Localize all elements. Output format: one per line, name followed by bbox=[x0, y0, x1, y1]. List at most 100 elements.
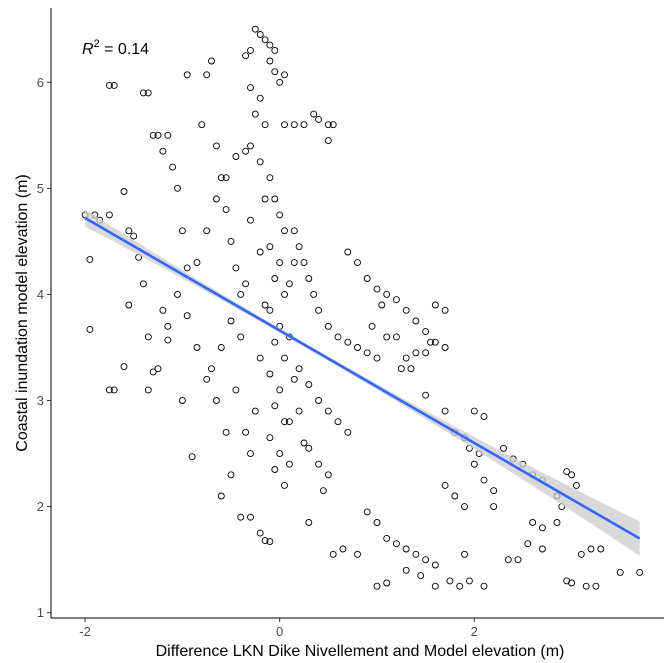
data-point bbox=[149, 368, 157, 376]
data-point bbox=[222, 206, 230, 214]
data-point bbox=[451, 492, 459, 500]
data-point bbox=[315, 306, 323, 314]
data-point bbox=[324, 137, 332, 145]
data-point bbox=[110, 81, 118, 89]
data-point bbox=[315, 460, 323, 468]
y-tick-label: 4 bbox=[37, 287, 44, 302]
data-point bbox=[354, 259, 361, 267]
data-point bbox=[247, 142, 254, 150]
data-point bbox=[392, 333, 400, 341]
x-tick-label: 0 bbox=[276, 624, 283, 639]
data-point bbox=[256, 529, 264, 537]
data-point bbox=[295, 243, 303, 251]
data-point bbox=[592, 582, 600, 590]
data-point bbox=[383, 333, 391, 341]
data-point bbox=[198, 121, 206, 129]
data-point bbox=[208, 365, 215, 373]
data-point bbox=[271, 195, 279, 203]
data-point bbox=[431, 338, 439, 346]
y-tick-label: 3 bbox=[37, 393, 44, 408]
data-point bbox=[169, 163, 177, 171]
data-point bbox=[105, 81, 113, 89]
data-point bbox=[247, 450, 254, 458]
data-point bbox=[461, 503, 468, 511]
y-tick-label: 6 bbox=[37, 75, 44, 90]
data-point bbox=[295, 365, 303, 373]
data-point bbox=[514, 556, 522, 564]
data-point bbox=[422, 349, 430, 357]
data-point bbox=[412, 349, 420, 357]
data-point bbox=[329, 550, 337, 558]
data-point bbox=[217, 174, 225, 182]
data-point bbox=[266, 57, 274, 65]
data-point bbox=[125, 301, 133, 309]
data-point bbox=[256, 248, 264, 256]
data-point bbox=[290, 375, 298, 383]
data-point bbox=[159, 147, 167, 155]
data-point bbox=[276, 78, 284, 86]
x-tick-label: 2 bbox=[471, 624, 478, 639]
data-point bbox=[212, 142, 220, 150]
data-point bbox=[290, 121, 298, 129]
data-point bbox=[164, 322, 172, 330]
data-point bbox=[247, 216, 254, 224]
data-point bbox=[285, 460, 293, 468]
data-point bbox=[256, 354, 264, 362]
data-point bbox=[271, 466, 279, 473]
data-point bbox=[538, 524, 546, 532]
data-point bbox=[247, 513, 254, 521]
data-point bbox=[324, 407, 332, 415]
data-point bbox=[563, 468, 571, 476]
axes-layer bbox=[50, 8, 664, 619]
data-point bbox=[237, 333, 245, 341]
data-point bbox=[285, 418, 293, 426]
data-point bbox=[281, 121, 288, 129]
y-tick-label: 2 bbox=[37, 499, 44, 514]
data-point bbox=[188, 453, 196, 461]
data-point bbox=[237, 290, 245, 298]
data-point bbox=[383, 290, 391, 298]
data-point bbox=[183, 264, 191, 272]
data-point bbox=[553, 519, 561, 526]
data-point bbox=[232, 153, 240, 160]
data-point bbox=[251, 407, 259, 415]
data-point bbox=[490, 487, 498, 495]
data-point bbox=[261, 537, 269, 545]
data-point bbox=[470, 407, 478, 415]
data-point bbox=[465, 577, 473, 585]
data-point bbox=[266, 370, 274, 378]
data-point bbox=[587, 545, 595, 553]
data-point bbox=[461, 550, 468, 558]
data-point bbox=[305, 519, 313, 526]
data-point bbox=[315, 397, 323, 404]
data-point bbox=[373, 354, 381, 362]
data-point bbox=[139, 280, 147, 288]
x-axis-title: Difference LKN Dike Nivellement and Mode… bbox=[156, 643, 565, 660]
data-point bbox=[339, 545, 347, 553]
data-point bbox=[193, 344, 201, 351]
data-point bbox=[232, 264, 240, 272]
data-point bbox=[373, 582, 381, 590]
data-point bbox=[105, 211, 113, 219]
data-point bbox=[431, 582, 439, 590]
data-point bbox=[120, 188, 128, 195]
data-point bbox=[568, 471, 576, 479]
data-point bbox=[281, 481, 288, 489]
data-point bbox=[276, 386, 284, 394]
data-point bbox=[266, 41, 274, 49]
data-point bbox=[402, 545, 410, 553]
data-point bbox=[363, 275, 371, 282]
data-point bbox=[344, 248, 352, 256]
data-point bbox=[431, 561, 439, 569]
data-point bbox=[242, 428, 250, 436]
data-point bbox=[373, 285, 381, 293]
ticks-layer: -2 0 2 1 2 3 4 5 6 bbox=[37, 75, 478, 639]
data-point bbox=[529, 519, 537, 526]
data-point bbox=[310, 110, 318, 118]
data-point bbox=[256, 158, 264, 166]
data-point bbox=[276, 211, 284, 219]
data-point bbox=[402, 354, 410, 362]
data-point bbox=[290, 259, 298, 267]
data-point bbox=[266, 538, 274, 546]
